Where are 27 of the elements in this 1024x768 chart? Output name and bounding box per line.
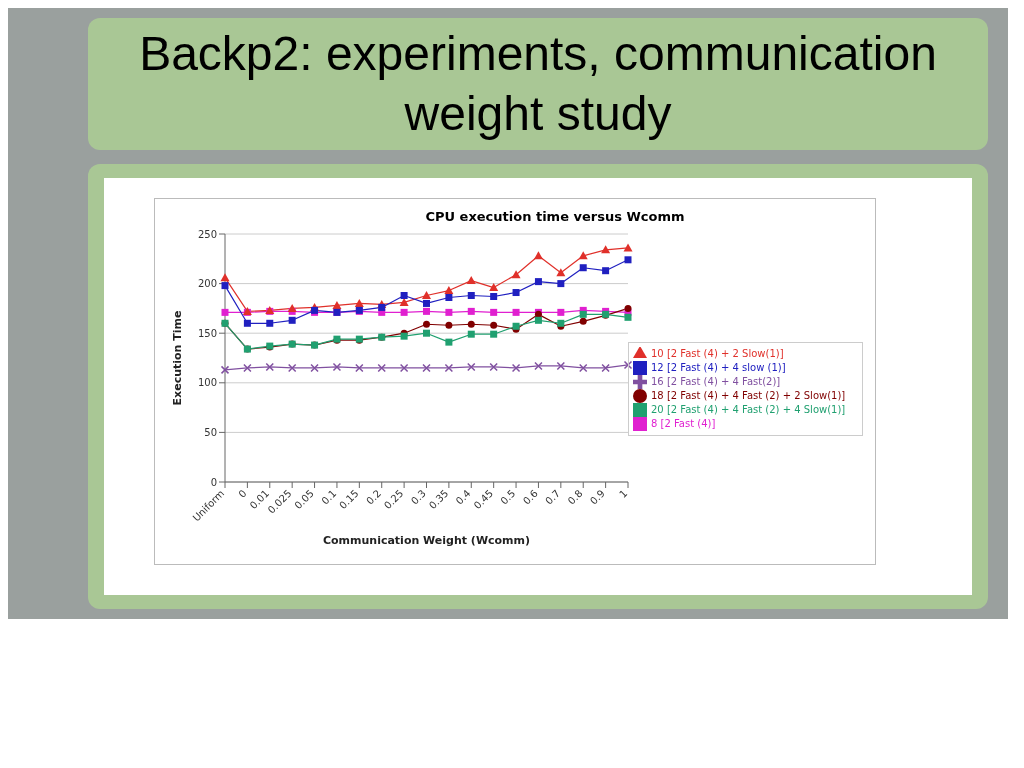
y-tick-label: 0 (210, 476, 217, 488)
legend-label: 10 [2 Fast (4) + 2 Slow(1)] (651, 348, 784, 359)
x-tick-label: 0.8 (565, 487, 585, 507)
chart-title: Backp2: experiments, communication weight study (88, 18, 988, 150)
x-tick-label: 0.3 (408, 487, 428, 507)
y-axis-title: Execution Time (170, 310, 184, 406)
y-tick-label: 50 (204, 426, 217, 438)
x-axis-title: Communication Weight (Wcomm) (322, 534, 531, 547)
legend-label: 12 [2 Fast (4) + 4 slow (1)] (651, 362, 786, 373)
x-tick-label: 0.6 (520, 487, 540, 507)
x-tick-label: 0.9 (588, 487, 608, 507)
x-tick-label: 0.2 (364, 487, 384, 507)
chart-subtitle: CPU execution time versus Wcomm (424, 209, 686, 224)
y-tick-label: 100 (197, 377, 217, 389)
legend-label: 20 [2 Fast (4) + 4 Fast (2) + 4 Slow(1)] (651, 404, 846, 415)
x-tick-label: 1 (617, 487, 630, 500)
legend-label: 16 [2 Fast (4) + 4 Fast(2)] (651, 376, 781, 387)
legend-label: 18 [2 Fast (4) + 4 Fast (2) + 2 Slow(1)] (651, 390, 846, 401)
x-tick-label: 0.7 (543, 487, 563, 507)
x-tick-label: 0.5 (498, 487, 518, 507)
x-tick-label: 0 (236, 487, 249, 500)
x-tick-label: 0.1 (319, 487, 339, 507)
y-tick-label: 250 (197, 228, 217, 240)
y-tick-label: 200 (197, 278, 217, 290)
legend-label: 8 [2 Fast (4)] (651, 418, 716, 429)
x-tick-label: 0.4 (453, 487, 473, 507)
y-tick-label: 150 (197, 327, 217, 339)
